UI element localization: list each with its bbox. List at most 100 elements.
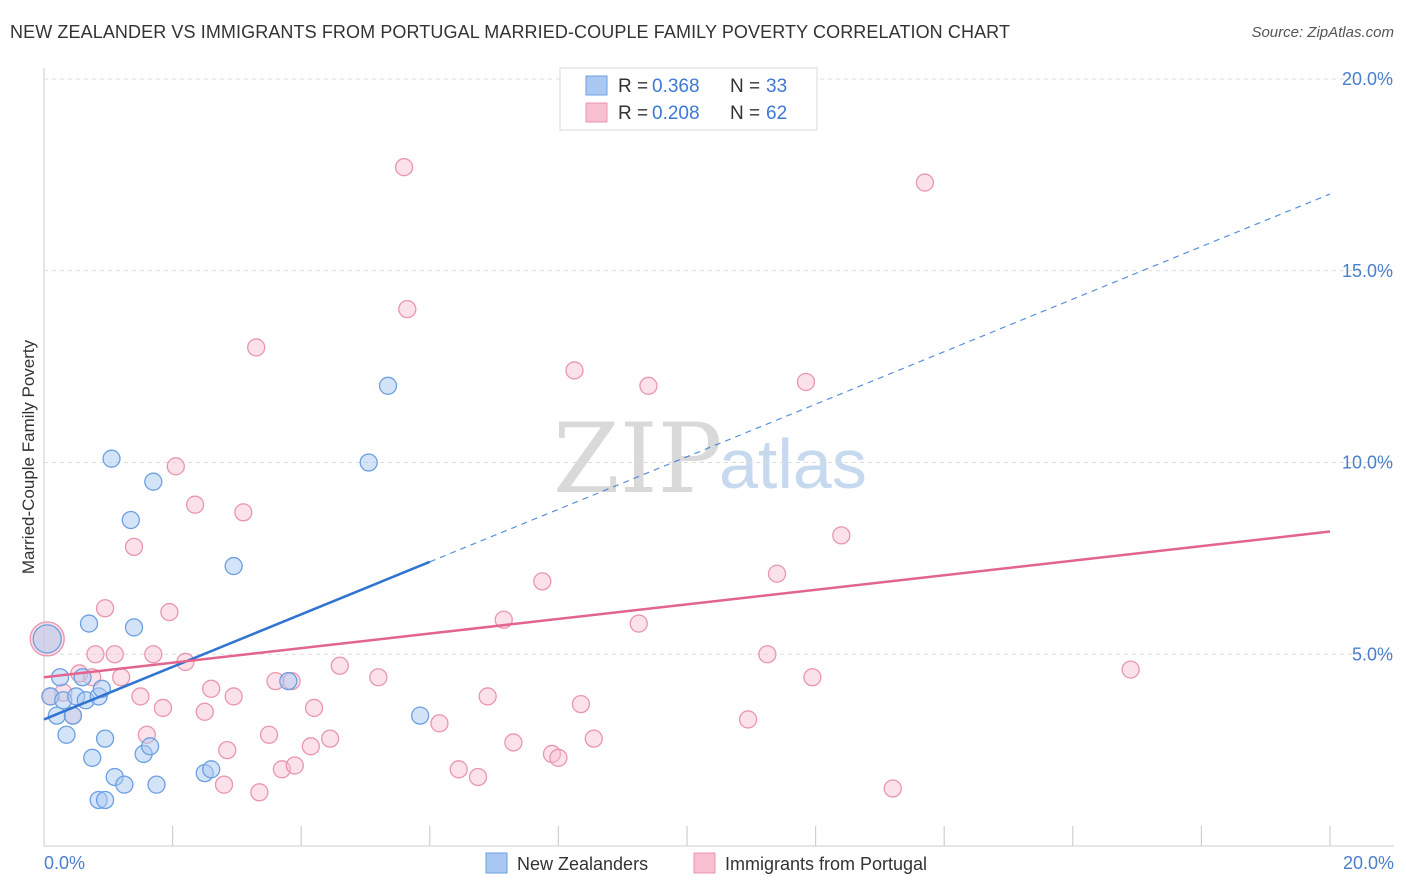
point-portugal (369, 668, 388, 687)
point-nz (95, 790, 115, 810)
legend-bottom-swatch-nz (485, 852, 508, 874)
point-portugal (195, 702, 214, 721)
legend-bottom-label-nz: New Zealanders (517, 854, 648, 874)
point-portugal (883, 779, 902, 798)
point-portugal (202, 679, 221, 698)
point-nz (124, 618, 144, 637)
legend-r-label-1: R = (618, 76, 648, 97)
gridlines (44, 78, 1394, 655)
point-portugal (304, 698, 324, 718)
point-nz (32, 624, 62, 654)
point-portugal (285, 756, 304, 775)
point-portugal (394, 158, 414, 177)
watermark-atlas: atlas (719, 425, 867, 503)
point-portugal (218, 740, 237, 760)
point-portugal (250, 783, 269, 802)
point-portugal (639, 376, 658, 395)
trend-nz-solid (43, 560, 431, 721)
point-portugal (259, 725, 279, 744)
point-portugal (571, 694, 591, 714)
point-nz (102, 449, 121, 468)
point-portugal (105, 645, 124, 664)
point-portugal (565, 361, 584, 380)
point-portugal (796, 372, 816, 392)
series-nz-points (32, 376, 430, 810)
chart-title: NEW ZEALANDER VS IMMIGRANTS FROM PORTUGA… (10, 22, 1011, 42)
point-portugal (533, 572, 552, 591)
point-portugal (430, 714, 449, 733)
point-portugal (301, 737, 320, 756)
point-portugal (153, 698, 173, 718)
point-portugal (131, 687, 150, 706)
point-nz (95, 729, 115, 748)
y-tick-label-1: 10.0% (1342, 453, 1393, 473)
legend-bottom: New Zealanders Immigrants from Portugal (485, 852, 927, 874)
legend-n-label-1: N = (730, 76, 760, 97)
point-portugal (112, 668, 131, 687)
source-label: Source: ZipAtlas.com (1251, 24, 1394, 41)
point-portugal (247, 338, 266, 357)
point-nz (202, 760, 221, 779)
point-portugal (629, 614, 648, 633)
legend-top: R = 0.368 N = 33 R = 0.208 N = 62 (559, 67, 818, 131)
point-portugal (160, 602, 179, 622)
point-portugal (504, 733, 523, 752)
point-nz (79, 614, 99, 633)
legend-n-value-1: 33 (766, 76, 787, 97)
point-nz (57, 725, 76, 744)
y-tick-label-3: 20.0% (1342, 69, 1393, 89)
legend-swatch-pink (585, 102, 608, 123)
y-tick-labels: 5.0% 10.0% 15.0% 20.0% (1342, 69, 1393, 664)
point-portugal (468, 767, 488, 787)
point-portugal (330, 656, 349, 675)
point-portugal (449, 760, 468, 779)
point-portugal (95, 599, 115, 618)
point-nz (140, 737, 160, 756)
legend-n-label-2: N = (730, 103, 760, 124)
x-ticks (172, 826, 1331, 846)
point-nz (115, 775, 134, 794)
point-portugal (584, 729, 603, 748)
legend-r-value-1: 0.368 (652, 76, 700, 97)
point-nz (279, 671, 298, 691)
point-portugal (1121, 660, 1140, 679)
legend-bottom-label-portugal: Immigrants from Portugal (725, 854, 927, 874)
legend-n-value-2: 62 (766, 103, 787, 124)
trend-lines (43, 193, 1331, 721)
point-portugal (234, 503, 253, 522)
trend-nz-dashed (429, 193, 1331, 563)
y-axis-label: Married-Couple Family Poverty (19, 339, 38, 574)
point-nz (121, 510, 140, 530)
point-portugal (185, 495, 205, 514)
point-portugal (738, 710, 758, 729)
point-portugal (144, 645, 163, 664)
legend-r-label-2: R = (618, 103, 648, 124)
point-portugal (803, 668, 822, 687)
y-tick-label-2: 15.0% (1342, 261, 1393, 281)
point-nz (147, 775, 166, 794)
point-nz (411, 706, 430, 725)
point-nz (378, 376, 398, 395)
point-portugal (166, 457, 185, 476)
point-nz (224, 556, 243, 576)
watermark-zip: ZIP (553, 403, 722, 515)
point-portugal (398, 299, 417, 319)
point-portugal (832, 526, 851, 545)
trend-portugal (43, 530, 1331, 679)
point-portugal (767, 564, 787, 583)
point-portugal (320, 729, 340, 748)
point-nz (144, 472, 163, 491)
point-portugal (214, 775, 234, 794)
point-nz (359, 453, 378, 472)
point-portugal (478, 687, 497, 706)
y-tick-label-0: 5.0% (1352, 644, 1393, 664)
point-portugal (915, 173, 935, 192)
point-portugal (86, 645, 105, 664)
point-portugal (124, 537, 144, 557)
legend-swatch-blue (585, 75, 608, 96)
legend-r-value-2: 0.208 (652, 103, 700, 124)
point-portugal (549, 748, 568, 767)
legend-bottom-swatch-portugal (693, 852, 716, 874)
point-portugal (224, 687, 243, 706)
